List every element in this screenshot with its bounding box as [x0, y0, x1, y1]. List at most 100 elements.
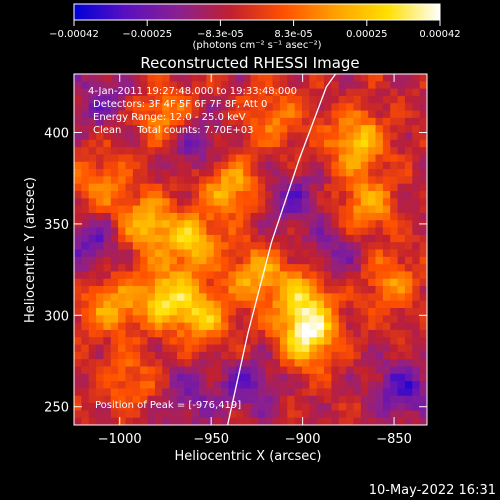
heatmap-cell [331, 183, 340, 192]
heatmap-cell [390, 329, 399, 338]
heatmap-cell [397, 147, 406, 156]
heatmap-cell [125, 308, 134, 316]
heatmap-cell [221, 271, 230, 280]
heatmap-cell [96, 410, 105, 419]
heatmap-cell [404, 388, 413, 397]
heatmap-cell [96, 366, 105, 375]
heatmap-cell [118, 103, 127, 112]
heatmap-cell [375, 293, 384, 302]
heatmap-cell [397, 117, 406, 126]
heatmap-cell [176, 373, 185, 382]
heatmap-cell [346, 191, 355, 199]
heatmap-cell [199, 212, 207, 221]
heatmap-cell [154, 249, 163, 258]
heatmap-cell [257, 242, 266, 251]
heatmap-cell [243, 132, 252, 141]
heatmap-cell [191, 125, 200, 134]
heatmap-cell [272, 293, 281, 302]
heatmap-cell [257, 403, 266, 411]
heatmap-cell [279, 300, 288, 309]
heatmap-cell [353, 227, 362, 236]
heatmap-cell [397, 315, 406, 324]
heatmap-cell [191, 315, 200, 324]
heatmap-cell [103, 286, 112, 294]
heatmap-cell [390, 95, 399, 104]
heatmap-cell [257, 125, 266, 134]
heatmap-cell [419, 293, 427, 302]
heatmap-cell [419, 351, 427, 360]
heatmap-cell [125, 249, 134, 258]
heatmap-cell [213, 88, 222, 97]
heatmap-cell [169, 132, 178, 141]
heatmap-cell [309, 322, 318, 331]
heatmap-cell [199, 198, 207, 207]
heatmap-cell [279, 88, 288, 97]
heatmap-cell [250, 74, 259, 82]
heatmap-cell [279, 117, 288, 126]
heatmap-cell [272, 88, 281, 97]
heatmap-cell [199, 220, 207, 229]
heatmap-cell [154, 103, 163, 112]
heatmap-cell [257, 351, 266, 360]
heatmap-cell [324, 161, 332, 170]
heatmap-cell [169, 139, 178, 148]
heatmap-cell [382, 103, 391, 112]
heatmap-cell [176, 154, 185, 163]
heatmap-cell [162, 300, 171, 309]
heatmap-cell [419, 337, 427, 346]
heatmap-cell [257, 359, 266, 368]
heatmap-cell [287, 147, 296, 156]
heatmap-cell [390, 403, 399, 411]
heatmap-cell [294, 147, 303, 156]
heatmap-cell [257, 329, 266, 338]
heatmap-cell [301, 337, 310, 346]
heatmap-cell [132, 88, 141, 97]
heatmap-cell [199, 205, 207, 214]
heatmap-cell [250, 183, 259, 192]
heatmap-cell [375, 183, 384, 192]
heatmap-cell [191, 183, 200, 192]
heatmap-cell [382, 256, 391, 265]
heatmap-cell [110, 308, 119, 316]
heatmap-cell [397, 212, 406, 221]
heatmap-cell [272, 220, 281, 229]
heatmap-cell [375, 176, 384, 185]
heatmap-cell [279, 293, 288, 302]
heatmap-cell [206, 286, 215, 294]
heatmap-cell [191, 169, 200, 177]
heatmap-cell [213, 242, 222, 251]
heatmap-cell [331, 337, 340, 346]
heatmap-cell [265, 198, 274, 207]
heatmap-cell [404, 234, 413, 243]
heatmap-cell [110, 117, 119, 126]
heatmap-cell [110, 293, 119, 302]
heatmap-cell [125, 95, 134, 104]
heatmap-cell [404, 132, 413, 141]
heatmap-cell [294, 410, 303, 419]
heatmap-cell [272, 300, 281, 309]
heatmap-cell [81, 74, 90, 82]
heatmap-cell [125, 403, 134, 411]
heatmap-cell [213, 95, 222, 104]
heatmap-cell [279, 395, 288, 404]
heatmap-cell [412, 103, 421, 112]
heatmap-cell [162, 117, 171, 126]
heatmap-cell [250, 417, 259, 425]
heatmap-cell [235, 271, 244, 280]
heatmap-cell [103, 403, 112, 411]
heatmap-cell [191, 212, 200, 221]
heatmap-cell [176, 191, 185, 199]
heatmap-cell [412, 315, 421, 324]
heatmap-cell [235, 95, 244, 104]
heatmap-cell [221, 234, 230, 243]
heatmap-cell [294, 74, 303, 82]
heatmap-cell [346, 125, 355, 134]
heatmap-cell [294, 271, 303, 280]
heatmap-cell [162, 249, 171, 258]
heatmap-cell [257, 117, 266, 126]
heatmap-cell [360, 242, 369, 251]
heatmap-cell [390, 308, 399, 316]
heatmap-cell [169, 154, 178, 163]
heatmap-cell [243, 191, 252, 199]
heatmap-cell [257, 344, 266, 353]
